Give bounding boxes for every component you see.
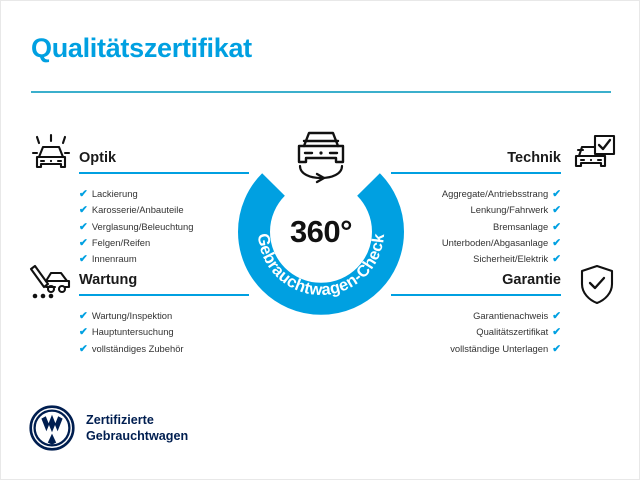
list-item-label: Wartung/Inspektion (91, 310, 173, 321)
list-item-label: Lenkung/Fahrwerk (470, 204, 549, 216)
section-title: Wartung (79, 272, 138, 288)
list-item-label: Sicherheit/Elektrik (473, 253, 549, 265)
check-icon: ✔ (552, 342, 561, 355)
checklist: ✔ Wartung/Inspektion ✔ Hauptuntersuchung… (79, 308, 249, 357)
checklist: Garantienachweis ✔ Qualitätszertifikat ✔… (391, 308, 561, 357)
list-item: ✔ Karosserie/Anbauteile (79, 202, 249, 218)
list-item: ✔ Felgen/Reifen (79, 235, 249, 251)
vw-logo-icon (29, 405, 75, 451)
list-item-label: Lackierung (91, 188, 138, 199)
list-item-label: Karosserie/Anbauteile (91, 204, 184, 216)
list-item-label: Qualitätszertifikat (476, 326, 549, 338)
list-item: Bremsanlage ✔ (391, 219, 561, 235)
list-item: ✔ Hauptuntersuchung (79, 324, 249, 340)
section-title: Optik (79, 150, 117, 166)
list-item: Aggregate/Antriebsstrang ✔ (391, 186, 561, 202)
check-icon: ✔ (79, 326, 88, 339)
list-item: ✔ Innenraum (79, 251, 249, 267)
check-icon: ✔ (79, 236, 88, 249)
checklist: ✔ Lackierung ✔ Karosserie/Anbauteile ✔ V… (79, 186, 249, 267)
list-item: ✔ Wartung/Inspektion (79, 308, 249, 324)
list-item-label: Verglasung/Beleuchtung (91, 220, 194, 232)
list-item-label: Hauptuntersuchung (91, 326, 174, 338)
title-divider (31, 91, 611, 93)
list-item-label: Felgen/Reifen (91, 236, 151, 248)
check-icon: ✔ (552, 236, 561, 249)
badge-ring: Gebrauchtwagen-Check (238, 173, 404, 315)
list-item: vollständige Unterlagen ✔ (391, 341, 561, 357)
section-header: Garantie (391, 269, 561, 299)
list-item-label: Bremsanlage (492, 220, 549, 232)
check-icon: ✔ (79, 253, 88, 266)
list-item: ✔ Lackierung (79, 186, 249, 202)
shield-check-icon (573, 263, 621, 307)
check-icon: ✔ (552, 188, 561, 200)
car-rotate-icon (284, 124, 358, 186)
list-item-label: Aggregate/Antriebsstrang (441, 188, 549, 199)
section-optik: Optik ✔ Lackierung ✔ Karosserie/Anbautei… (79, 147, 249, 267)
check-icon: ✔ (552, 253, 561, 266)
check-icon: ✔ (552, 204, 561, 217)
list-item-label: Innenraum (91, 253, 137, 265)
list-item: Sicherheit/Elektrik ✔ (391, 251, 561, 267)
footer-brand-label: Zertifizierte Gebrauchtwagen (86, 413, 189, 443)
checklist: Aggregate/Antriebsstrang ✔ Lenkung/Fahrw… (391, 186, 561, 267)
wrench-car-icon (25, 263, 73, 307)
section-title: Technik (507, 150, 561, 166)
page-title: Qualitätszertifikat (31, 33, 252, 63)
section-wartung: Wartung ✔ Wartung/Inspektion ✔ Hauptunte… (79, 269, 249, 357)
check-icon: ✔ (79, 188, 88, 200)
list-item: ✔ vollständiges Zubehör (79, 341, 249, 357)
footer-brand: Zertifizierte Gebrauchtwagen (29, 405, 188, 451)
section-header: Technik (391, 147, 561, 177)
section-divider (391, 294, 561, 296)
list-item: Garantienachweis ✔ (391, 308, 561, 324)
list-item: Lenkung/Fahrwerk ✔ (391, 202, 561, 218)
section-header: Optik (79, 147, 249, 177)
section-header: Wartung (79, 269, 249, 299)
list-item-label: Garantienachweis (473, 310, 549, 321)
check-icon: ✔ (79, 310, 88, 322)
sparkling-car-icon (27, 133, 75, 177)
check-icon: ✔ (79, 204, 88, 217)
section-technik: Technik Aggregate/Antriebsstrang ✔ Lenku… (391, 147, 561, 267)
section-divider (79, 172, 249, 174)
check-icon: ✔ (552, 326, 561, 339)
list-item: Qualitätszertifikat ✔ (391, 324, 561, 340)
check-icon: ✔ (552, 310, 561, 322)
section-divider (391, 172, 561, 174)
check-icon: ✔ (552, 220, 561, 233)
section-title: Garantie (502, 272, 561, 288)
list-item: ✔ Verglasung/Beleuchtung (79, 219, 249, 235)
check-icon: ✔ (79, 220, 88, 233)
car-checkbox-icon (569, 133, 617, 177)
list-item-label: vollständige Unterlagen (450, 342, 549, 354)
list-item: Unterboden/Abgasanlage ✔ (391, 235, 561, 251)
list-item-label: vollständiges Zubehör (91, 342, 184, 354)
check-icon: ✔ (79, 342, 88, 355)
list-item-label: Unterboden/Abgasanlage (441, 236, 549, 248)
section-divider (79, 294, 249, 296)
section-garantie: Garantie Garantienachweis ✔ Qualitätszer… (391, 269, 561, 357)
